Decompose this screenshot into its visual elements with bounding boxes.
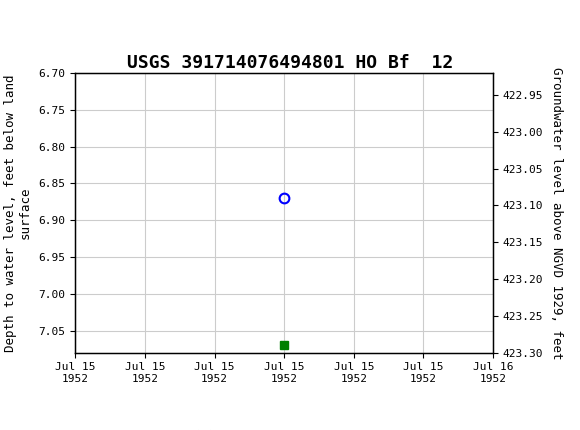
- Legend: Period of approved data: Period of approved data: [188, 426, 380, 430]
- Text: USGS 391714076494801 HO Bf  12: USGS 391714076494801 HO Bf 12: [127, 54, 453, 72]
- Y-axis label: Depth to water level, feet below land
surface: Depth to water level, feet below land su…: [3, 74, 32, 352]
- Text: ≡USGS: ≡USGS: [6, 12, 72, 33]
- Y-axis label: Groundwater level above NGVD 1929, feet: Groundwater level above NGVD 1929, feet: [550, 67, 563, 359]
- Bar: [3, 4, 78, 41]
